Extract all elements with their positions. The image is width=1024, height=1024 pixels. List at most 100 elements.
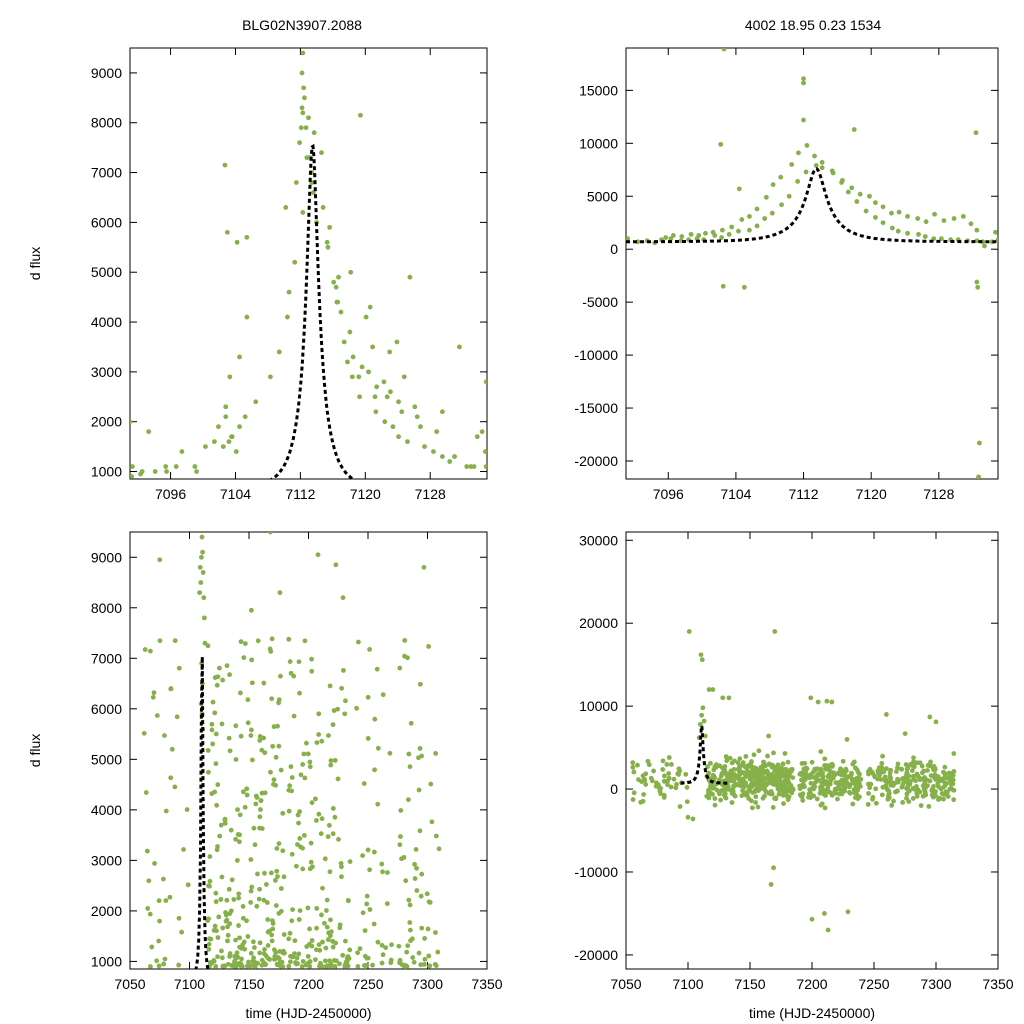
data-point	[328, 762, 334, 768]
data-point	[258, 798, 264, 804]
data-point	[360, 910, 366, 916]
data-point	[212, 789, 218, 795]
y-tick-label: 3000	[91, 852, 122, 868]
data-point	[367, 867, 373, 873]
data-point	[807, 787, 813, 793]
data-point	[902, 731, 908, 737]
data-point	[710, 229, 716, 235]
title-top-left: BLG02N3907.2088	[242, 17, 362, 33]
data-point	[328, 933, 333, 939]
data-point	[806, 794, 811, 800]
data-point	[677, 804, 683, 809]
data-point	[951, 216, 957, 221]
y-tick-label: 5000	[91, 751, 122, 767]
data-point	[255, 638, 261, 644]
data-point	[429, 819, 435, 825]
data-point	[732, 772, 737, 777]
data-point	[237, 935, 243, 941]
data-point	[212, 675, 218, 680]
data-point	[426, 899, 432, 905]
data-point	[675, 771, 681, 777]
data-point	[836, 783, 841, 789]
data-point	[217, 833, 223, 839]
data-point	[239, 956, 244, 962]
y-tick-label: 0	[610, 241, 618, 257]
data-point	[382, 419, 388, 425]
data-point	[882, 774, 888, 780]
data-point	[786, 193, 792, 199]
data-point	[416, 787, 422, 793]
data-point	[837, 771, 842, 777]
data-point	[982, 243, 987, 249]
data-point	[803, 169, 809, 175]
y-tick-label: 8000	[91, 115, 122, 131]
data-point	[375, 745, 381, 751]
data-point	[262, 962, 268, 968]
data-point	[417, 746, 423, 751]
data-point	[753, 800, 759, 805]
x-axis-label: time (HJD-2450000)	[245, 1005, 371, 1021]
data-point	[825, 785, 831, 790]
data-point	[630, 760, 636, 766]
data-point	[406, 797, 411, 803]
data-point	[830, 170, 836, 176]
data-point	[942, 783, 948, 789]
data-point	[380, 692, 386, 698]
data-point	[974, 238, 980, 244]
data-point	[210, 741, 216, 747]
data-point	[951, 797, 957, 803]
data-point	[318, 831, 324, 837]
data-point	[215, 935, 221, 940]
data-point	[782, 751, 788, 756]
data-point	[812, 153, 817, 159]
data-point	[880, 220, 886, 226]
data-point	[913, 778, 918, 784]
data-point	[736, 228, 741, 234]
data-point	[142, 647, 148, 652]
data-point	[373, 409, 379, 415]
data-point	[308, 840, 314, 846]
data-point	[235, 954, 241, 960]
data-point	[674, 781, 679, 787]
data-point	[824, 765, 829, 771]
data-point	[949, 775, 955, 781]
y-axis-label: d flux	[27, 247, 43, 280]
data-point	[143, 790, 149, 795]
data-point	[764, 782, 769, 788]
data-point	[753, 794, 759, 800]
data-point	[288, 764, 294, 770]
data-point	[753, 783, 759, 788]
data-point	[411, 959, 417, 965]
data-point	[660, 767, 666, 772]
data-point	[665, 782, 670, 788]
data-point	[274, 868, 280, 874]
data-point	[273, 903, 279, 908]
data-point	[888, 779, 894, 785]
data-point	[325, 834, 331, 839]
data-point	[299, 105, 305, 111]
data-point	[254, 903, 260, 909]
data-point	[206, 946, 212, 952]
x-tick-label: 7300	[920, 976, 951, 992]
x-tick-label: 7350	[471, 976, 502, 992]
data-point	[426, 644, 431, 649]
data-point	[706, 770, 712, 776]
data-point	[418, 424, 423, 430]
data-point	[234, 950, 240, 956]
data-point	[223, 404, 229, 410]
data-point	[276, 743, 282, 749]
data-point	[867, 193, 872, 199]
data-point	[419, 753, 424, 759]
panel-bottom-right: 7050 7100 7150 7200 7250 7300 7350 -20000 -10000…	[574, 531, 1014, 1021]
data-point	[225, 924, 230, 930]
data-point	[161, 961, 167, 967]
data-point	[148, 648, 153, 654]
data-point	[365, 736, 371, 741]
x-tick-label: 7200	[293, 976, 324, 992]
data-point	[785, 759, 791, 765]
data-point	[259, 747, 265, 753]
data-point	[464, 464, 470, 469]
data-point	[271, 947, 277, 953]
data-point	[414, 888, 420, 893]
data-point	[829, 699, 835, 705]
